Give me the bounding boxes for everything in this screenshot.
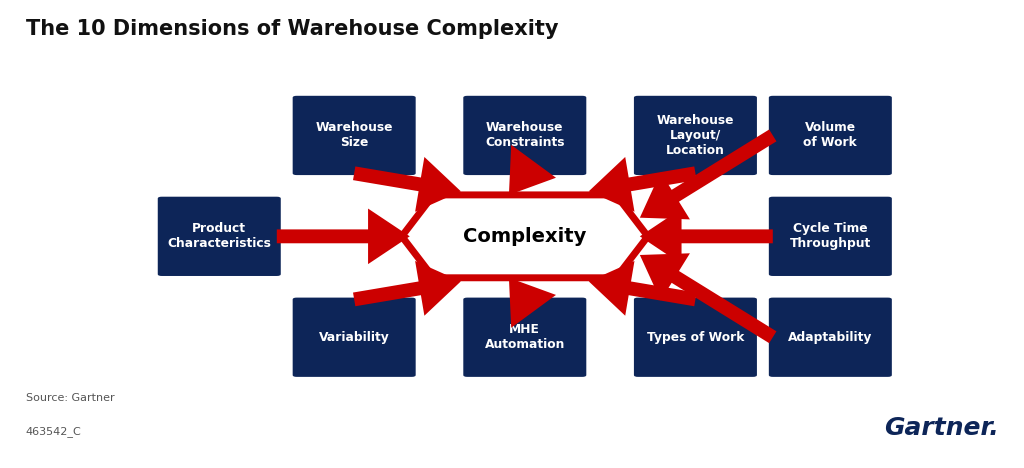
Text: Product
Characteristics: Product Characteristics [167, 222, 271, 250]
FancyBboxPatch shape [463, 96, 587, 175]
FancyBboxPatch shape [293, 96, 416, 175]
Text: Types of Work: Types of Work [647, 331, 744, 344]
Text: 463542_C: 463542_C [26, 426, 81, 437]
Text: Variability: Variability [318, 331, 389, 344]
FancyBboxPatch shape [634, 298, 757, 377]
Text: Warehouse
Size: Warehouse Size [315, 121, 393, 149]
Polygon shape [401, 195, 648, 278]
FancyBboxPatch shape [769, 197, 892, 276]
Text: Complexity: Complexity [463, 227, 587, 246]
FancyBboxPatch shape [293, 298, 416, 377]
FancyBboxPatch shape [769, 298, 892, 377]
FancyBboxPatch shape [463, 298, 587, 377]
Text: The 10 Dimensions of Warehouse Complexity: The 10 Dimensions of Warehouse Complexit… [26, 19, 558, 39]
Text: Adaptability: Adaptability [788, 331, 872, 344]
Text: Gartner.: Gartner. [884, 416, 998, 440]
Text: MHE
Automation: MHE Automation [484, 323, 565, 351]
Text: Cycle Time
Throughput: Cycle Time Throughput [790, 222, 871, 250]
Text: Warehouse
Constraints: Warehouse Constraints [485, 121, 564, 149]
FancyBboxPatch shape [634, 96, 757, 175]
FancyBboxPatch shape [158, 197, 281, 276]
Text: Volume
of Work: Volume of Work [804, 121, 857, 149]
Text: Warehouse
Layout/
Location: Warehouse Layout/ Location [656, 114, 734, 157]
FancyBboxPatch shape [769, 96, 892, 175]
Text: Source: Gartner: Source: Gartner [26, 393, 115, 403]
